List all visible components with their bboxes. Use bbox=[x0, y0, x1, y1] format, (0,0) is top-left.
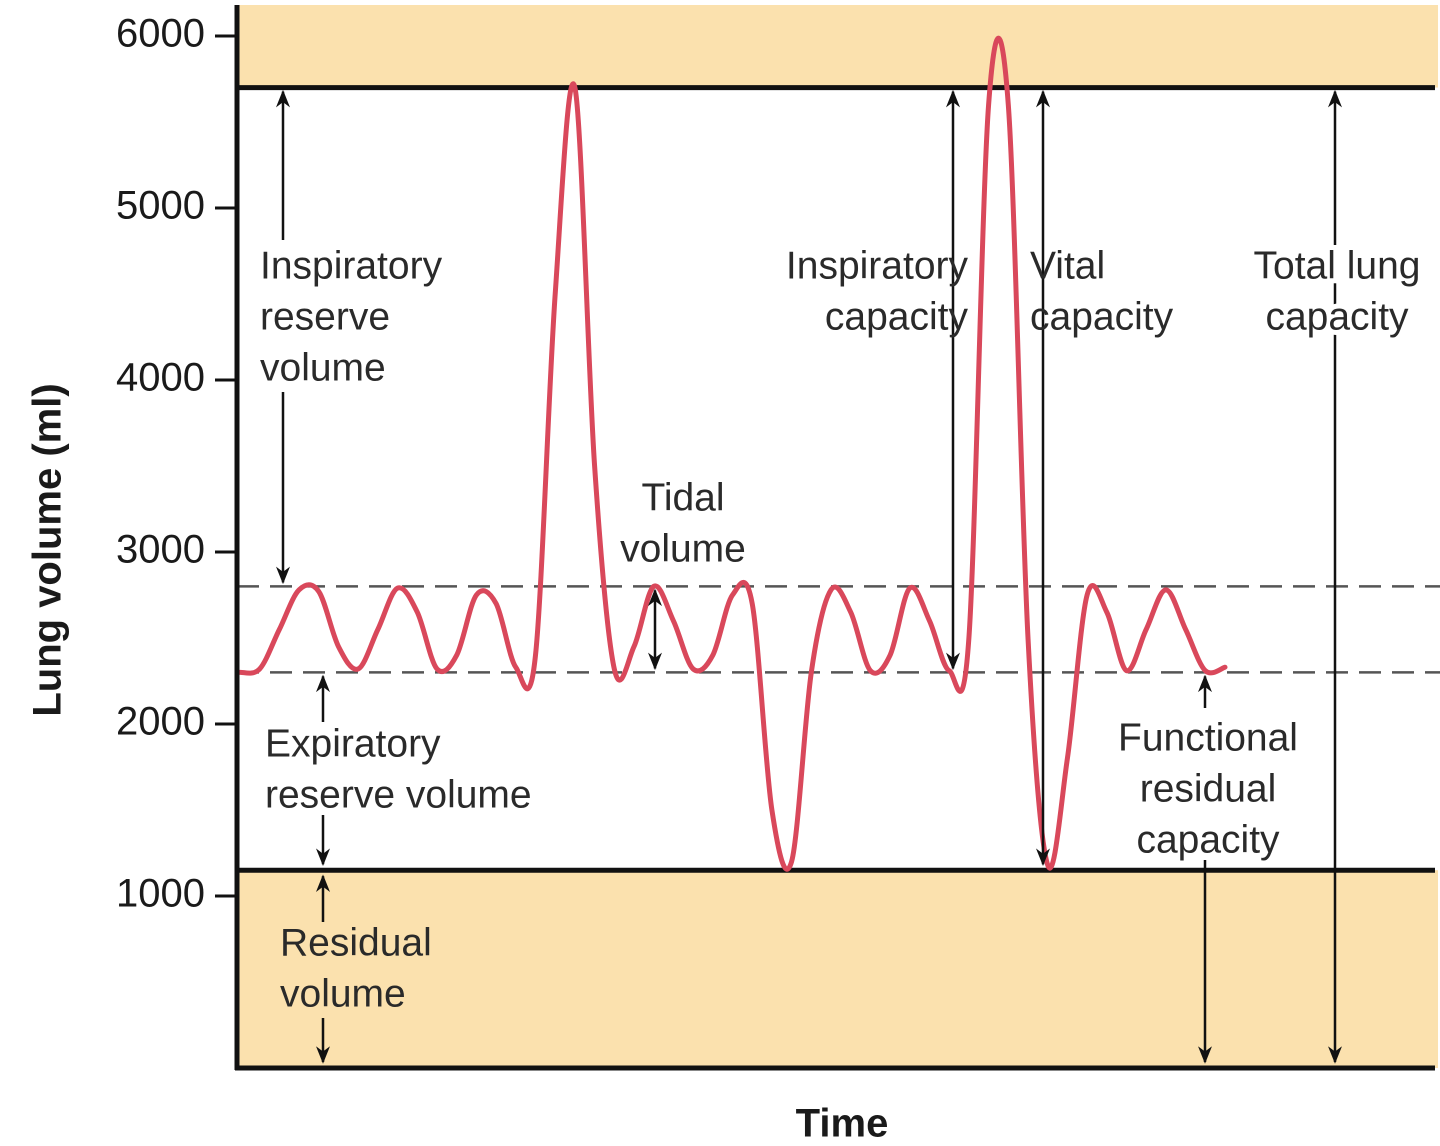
y-axis-label: Lung volume (ml) bbox=[26, 383, 70, 716]
arrows bbox=[276, 89, 1342, 1064]
annotation: Tidal bbox=[641, 476, 724, 519]
annotation: volume bbox=[280, 972, 406, 1015]
annotation: Inspiratory bbox=[260, 244, 443, 287]
upper-band bbox=[237, 5, 1438, 88]
annotation: Vital bbox=[1030, 244, 1105, 287]
annotation: capacity bbox=[1265, 295, 1409, 338]
annotation: volume bbox=[260, 346, 386, 389]
annotation: reserve volume bbox=[265, 773, 532, 816]
annotation: Inspiratory bbox=[786, 244, 969, 287]
annotation: Residual bbox=[280, 921, 432, 964]
annotation: residual bbox=[1140, 767, 1277, 810]
annotation: capacity bbox=[825, 295, 969, 338]
annotation: volume bbox=[620, 527, 746, 570]
x-axis-label: Time bbox=[796, 1102, 889, 1146]
annotation: Expiratory bbox=[265, 722, 441, 765]
labels: Inspiratory reserve volume Tidal volume Expir… bbox=[260, 239, 1425, 1015]
y-tick-label: 3000 bbox=[116, 528, 205, 572]
y-tick-label: 2000 bbox=[116, 700, 205, 744]
y-tick-label: 5000 bbox=[116, 184, 205, 228]
annotation: capacity bbox=[1136, 818, 1280, 861]
annotation: reserve bbox=[260, 295, 390, 338]
y-tick-label: 4000 bbox=[116, 356, 205, 400]
y-tick-label: 1000 bbox=[116, 872, 205, 916]
annotation: capacity bbox=[1030, 295, 1174, 338]
bands bbox=[237, 5, 1438, 1068]
y-tick-label: 6000 bbox=[116, 12, 205, 56]
annotation: Total lung bbox=[1254, 244, 1421, 287]
lower-band bbox=[237, 870, 1438, 1068]
annotation: Functional bbox=[1118, 716, 1298, 759]
